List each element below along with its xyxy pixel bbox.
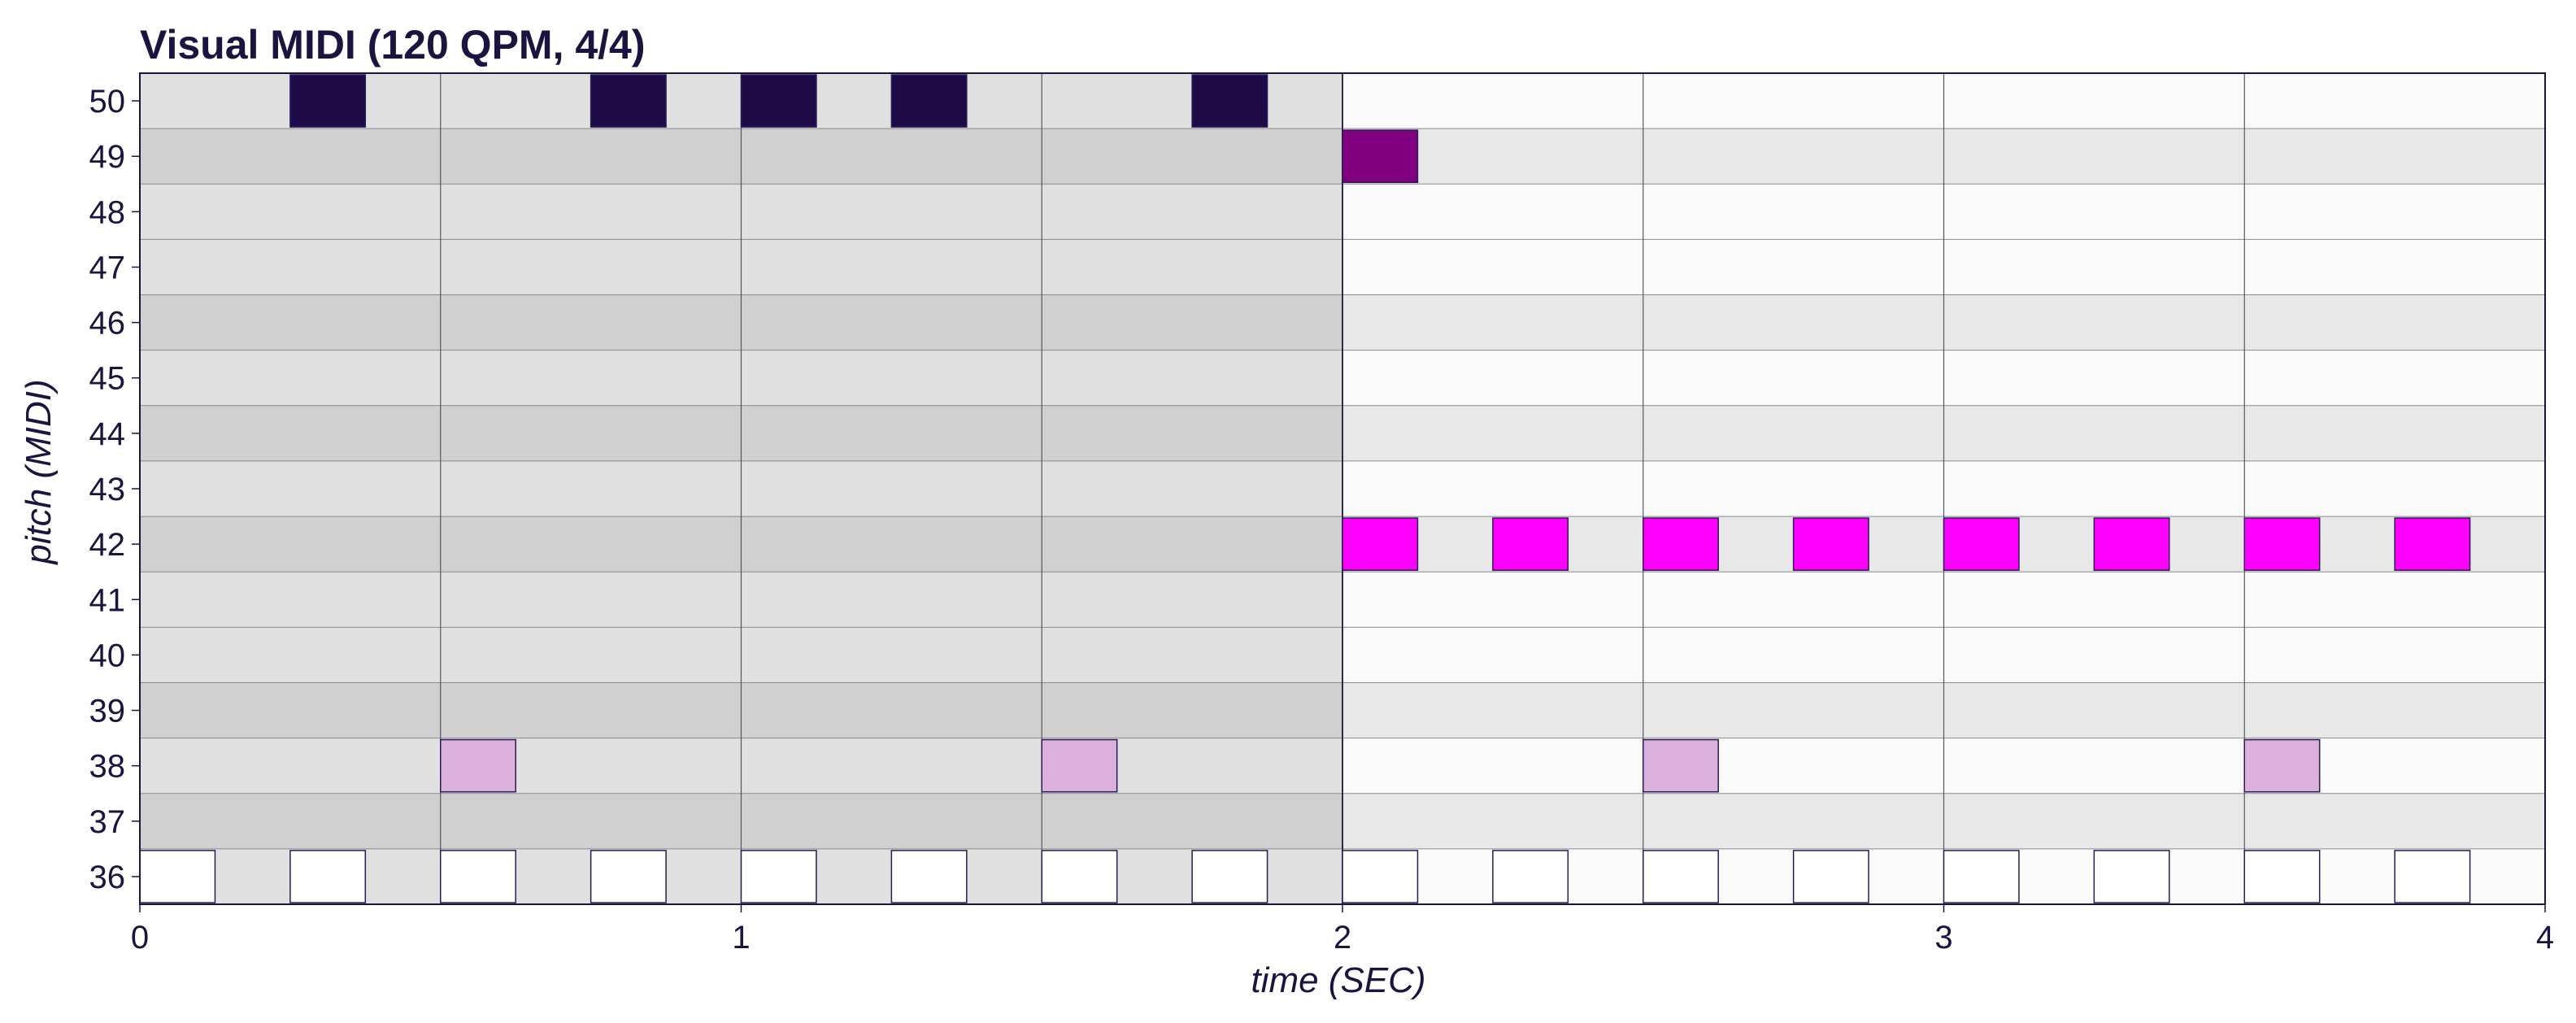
note-p50-0	[289, 74, 367, 128]
x-tick-label: 4	[2536, 920, 2554, 956]
y-tick-label: 48	[89, 194, 126, 230]
y-tick-label: 41	[89, 582, 126, 618]
note-p36-27	[1492, 850, 1569, 903]
y-axis-label: pitch (MIDI)	[19, 379, 59, 565]
y-tick-label: 43	[89, 472, 126, 507]
note-p36-20	[440, 850, 516, 903]
note-p49-5	[1342, 129, 1419, 184]
y-tick-label: 45	[89, 361, 126, 397]
chart-title: Visual MIDI (120 QPM, 4/4)	[140, 22, 646, 67]
x-axis-label: time (SEC)	[1251, 960, 1425, 1000]
y-tick-label: 37	[89, 804, 126, 840]
x-tick-label: 1	[732, 920, 750, 956]
note-p36-31	[2093, 850, 2170, 903]
note-p38-14	[440, 738, 516, 793]
note-p36-32	[2243, 850, 2321, 903]
note-p42-8	[1643, 517, 1719, 571]
x-tick-label: 2	[1334, 920, 1351, 956]
note-p42-7	[1492, 517, 1569, 571]
note-p42-9	[1792, 517, 1869, 571]
note-p38-16	[1643, 738, 1719, 793]
y-tick-label: 49	[89, 139, 126, 175]
note-p36-21	[590, 850, 667, 903]
y-tick-label: 40	[89, 638, 126, 673]
y-tick-label: 38	[89, 749, 126, 785]
y-tick-label: 42	[89, 527, 126, 563]
note-p42-12	[2243, 517, 2321, 571]
note-p36-26	[1342, 850, 1419, 903]
note-p36-33	[2394, 850, 2471, 903]
note-p42-13	[2394, 517, 2471, 571]
y-tick-labels: 36 37 38 39 40 41 42 43 44 45 46 47 48 49 50	[89, 84, 140, 895]
note-p36-22	[740, 850, 817, 903]
y-tick-label: 47	[89, 250, 126, 285]
note-p36-29	[1792, 850, 1869, 903]
note-p36-24	[1041, 850, 1118, 903]
note-p42-11	[2093, 517, 2170, 571]
y-tick-label: 50	[89, 84, 126, 120]
note-p36-28	[1643, 850, 1719, 903]
x-tick-label: 0	[131, 920, 149, 956]
note-p50-2	[740, 74, 817, 128]
note-p50-4	[1191, 74, 1268, 128]
x-tick-labels: 0 1 2 3 4	[131, 904, 2554, 956]
note-p36-18	[139, 850, 216, 903]
note-p50-3	[890, 74, 968, 128]
note-p36-19	[289, 850, 367, 903]
x-tick-label: 3	[1934, 920, 1952, 956]
note-layer	[139, 74, 2471, 903]
note-p42-10	[1943, 517, 2020, 571]
note-p38-17	[2243, 738, 2321, 793]
note-p36-23	[890, 850, 968, 903]
note-p38-15	[1041, 738, 1118, 793]
y-tick-label: 44	[89, 416, 126, 452]
y-tick-label: 46	[89, 306, 126, 342]
note-p36-25	[1191, 850, 1268, 903]
note-p50-1	[590, 74, 667, 128]
note-p36-30	[1943, 850, 2020, 903]
y-tick-label: 36	[89, 860, 126, 895]
note-p42-6	[1342, 517, 1419, 571]
y-tick-label: 39	[89, 694, 126, 729]
